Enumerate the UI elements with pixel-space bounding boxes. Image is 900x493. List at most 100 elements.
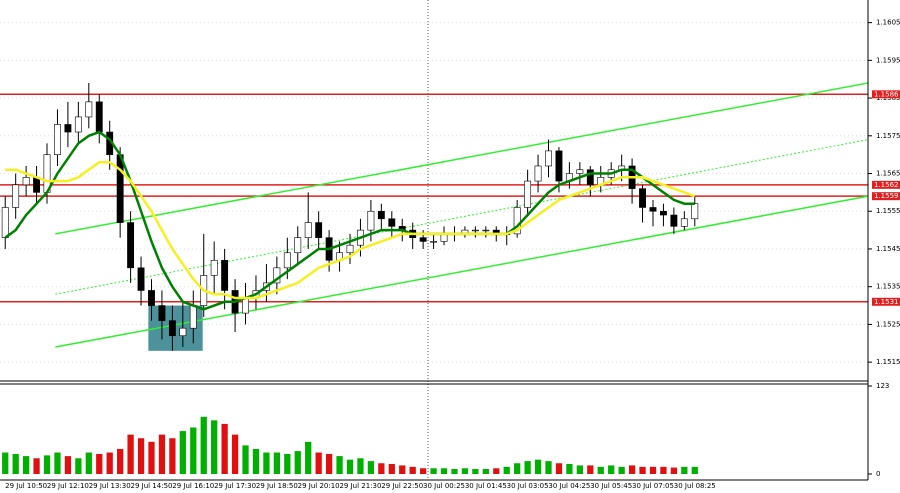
candle-body	[659, 210, 667, 216]
volume-bar	[305, 441, 312, 474]
y-tick-label: 0	[876, 470, 880, 478]
volume-bar	[514, 463, 521, 474]
axes: 1.1515 1.1525 1.1535 1.1545 1.1555 1.1565 1.15…	[5, 19, 900, 490]
volume-bar	[409, 466, 416, 474]
volume-bar	[325, 453, 333, 474]
y-tick-label: 1.1565	[876, 170, 900, 178]
candle-body	[12, 184, 20, 208]
volume-bar	[691, 466, 698, 474]
volume-bar	[639, 466, 646, 474]
volume-bar	[242, 445, 249, 474]
candle-body	[33, 176, 41, 193]
moving-average	[5, 160, 696, 300]
volume-bar	[670, 467, 678, 474]
y-tick-label: 1.1555	[876, 207, 900, 215]
volume-bar	[451, 468, 458, 474]
x-tick-label: 29 Jul 13:30	[89, 482, 131, 490]
volume-bar	[263, 452, 270, 474]
volume-bar	[284, 453, 291, 474]
y-tick-label: 1.1605	[876, 19, 900, 27]
volume-bar	[12, 453, 19, 474]
volume-bar	[127, 434, 134, 474]
x-tick-label: 29 Jul 14:50	[131, 482, 173, 490]
x-tick-label: 30 Jul 00:25	[423, 482, 465, 490]
volume-bar	[231, 434, 239, 474]
volume-bar	[169, 438, 176, 474]
candle-body	[74, 116, 82, 133]
volume-bar	[315, 452, 322, 474]
candle-body	[1, 207, 9, 238]
x-tick-label: 29 Jul 18:50	[256, 482, 298, 490]
volume-plot	[2, 416, 698, 474]
volume-bar	[117, 448, 124, 474]
x-tick-label: 30 Jul 05:45	[590, 482, 632, 490]
candle-body	[283, 252, 291, 269]
y-tick-label: 1.1525	[876, 320, 900, 328]
candle-body	[680, 218, 688, 227]
volume-bar	[273, 452, 280, 474]
volume-bar	[33, 458, 40, 474]
y-tick-label: 1.1595	[876, 56, 900, 64]
volume-bar	[524, 461, 531, 474]
candle-body	[294, 237, 302, 254]
volume-bar	[618, 466, 625, 474]
level-label: 1.1559	[874, 192, 899, 200]
volume-bar	[85, 452, 92, 474]
candle-body	[54, 124, 61, 155]
volume-bar	[482, 468, 489, 474]
volume-bar	[346, 459, 354, 474]
level-label-box	[872, 90, 900, 99]
x-tick-label: 29 Jul 20:10	[298, 482, 340, 490]
volume-bar	[211, 420, 218, 474]
volume-bar	[649, 466, 657, 474]
volume-bar	[420, 468, 427, 474]
candle-body	[377, 210, 385, 220]
candle-body	[471, 229, 479, 232]
candle-body	[586, 169, 594, 186]
candle-body	[482, 229, 490, 232]
candle-body	[545, 150, 552, 167]
volume-bar	[96, 453, 103, 474]
volume-bar	[190, 427, 197, 474]
candle-body	[388, 218, 396, 227]
volume-bar	[472, 468, 479, 474]
candle-body	[22, 176, 30, 186]
x-tick-label: 29 Jul 22:50	[381, 482, 423, 490]
candle-body	[148, 290, 155, 306]
candle-body	[639, 188, 646, 208]
volume-bar	[64, 456, 72, 474]
candle-body	[189, 305, 197, 329]
candle-body	[346, 244, 354, 254]
volume-bar	[54, 452, 61, 474]
candle-body	[242, 297, 249, 314]
level-label-box	[872, 192, 900, 201]
x-tick-label: 30 Jul 07:05	[632, 482, 674, 490]
candle-body	[64, 124, 72, 133]
volume-bar	[566, 463, 573, 474]
candle-body	[95, 101, 103, 133]
volume-bar	[357, 458, 364, 474]
volume-bar	[158, 434, 166, 474]
y-tick-label: 123	[876, 382, 889, 390]
volume-bar	[137, 438, 145, 474]
volume-bar	[628, 465, 636, 474]
volume-bar	[534, 459, 542, 474]
moving-average	[4, 130, 695, 311]
candle-body	[315, 222, 323, 238]
candle-body	[524, 180, 532, 208]
x-tick-label: 29 Jul 17:30	[214, 482, 256, 490]
volume-bar	[440, 468, 448, 474]
level-label: 1.1562	[874, 181, 899, 189]
candle-body	[137, 267, 145, 291]
volume-bar	[252, 448, 260, 474]
volume-bar	[22, 456, 30, 474]
x-tick-label: 29 Jul 21:30	[339, 482, 381, 490]
volume-bar	[106, 452, 113, 474]
volume-bar	[545, 461, 552, 474]
candle-body	[649, 207, 657, 212]
candle-body	[367, 210, 375, 231]
price-plot	[0, 22, 868, 363]
volume-bar	[493, 468, 500, 474]
